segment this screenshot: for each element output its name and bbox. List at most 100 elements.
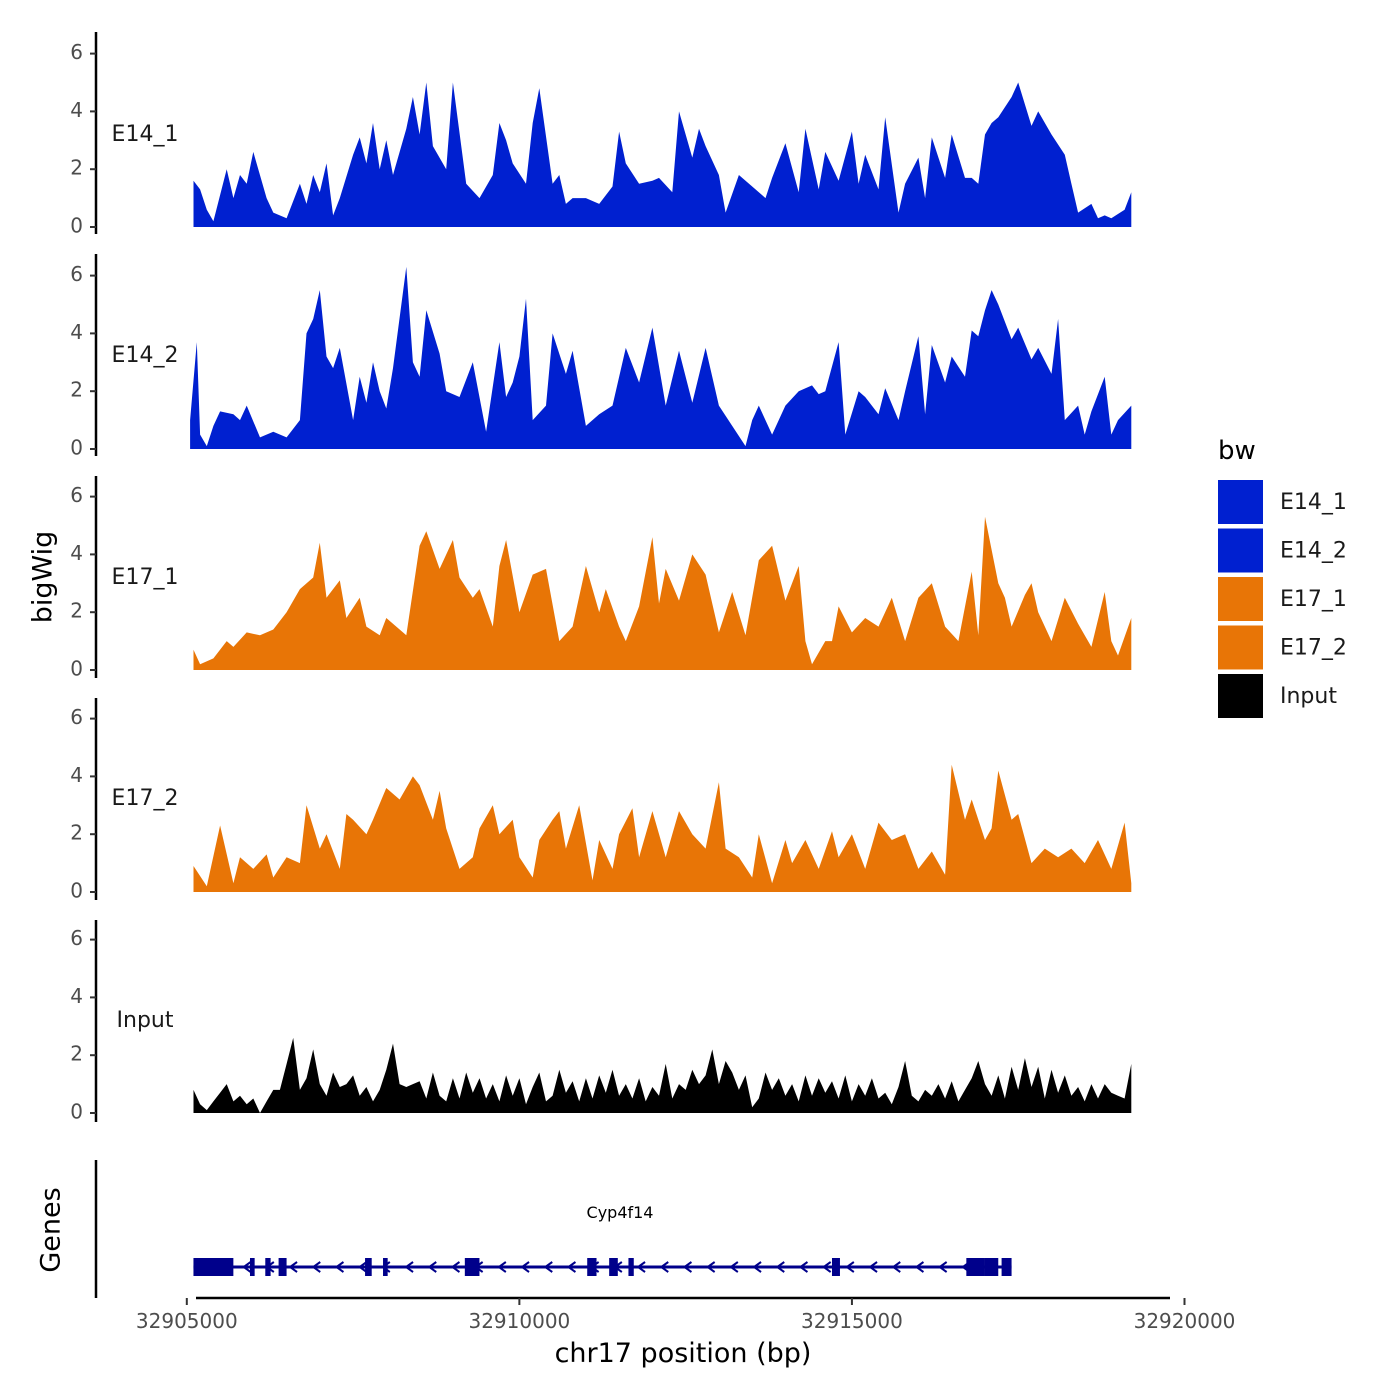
strand-arrow <box>241 1261 252 1273</box>
strand-arrow <box>357 1261 368 1273</box>
strand-arrow <box>729 1261 739 1273</box>
y-tick-label: 0 <box>70 657 83 681</box>
y-tick-label: 6 <box>70 40 83 64</box>
x-tick-label: 32910000 <box>468 1309 570 1333</box>
x-axis: chr17 position (bp) 32905000 32910000 3291… <box>136 1296 1236 1369</box>
signal-area-input <box>193 1037 1132 1113</box>
strand-arrow <box>821 1261 832 1273</box>
legend-swatch <box>1218 625 1263 670</box>
legend-swatch <box>1218 577 1263 621</box>
strand-arrow <box>334 1261 345 1273</box>
track-label: E17_2 <box>112 786 179 811</box>
exon-block <box>966 1258 985 1276</box>
track-panel-e14-1: 0 2 4 6 E14_1 <box>70 32 1132 238</box>
exon-block <box>365 1258 372 1276</box>
exon-block <box>984 1258 999 1276</box>
strand-arrow <box>288 1261 298 1273</box>
track-label: Input <box>117 1008 174 1033</box>
strand-arrow <box>566 1261 577 1273</box>
exon-block <box>383 1258 388 1276</box>
strand-arrow <box>659 1261 669 1273</box>
exon-block <box>609 1258 618 1276</box>
signal-area-e14-1 <box>193 82 1132 227</box>
track-panel-e14-2: 0 2 4 6 E14_2 <box>70 254 1132 460</box>
legend: bw E14_1 E14_2 E17_1 E17_2 Input <box>1218 436 1347 718</box>
strand-arrow <box>775 1261 785 1273</box>
y-tick-label: 2 <box>70 378 83 402</box>
track-panel-e17-1: 0 2 4 6 E17_1 <box>70 476 1132 681</box>
exon-block <box>278 1258 287 1276</box>
strand-arrow <box>543 1261 553 1273</box>
y-tick-label: 4 <box>70 320 83 344</box>
exon-block <box>1001 1258 1012 1276</box>
gene-model: Cyp4f14 <box>193 1203 1012 1276</box>
legend-title: bw <box>1218 436 1256 466</box>
y-tick-label: 4 <box>70 984 83 1008</box>
strand-arrow <box>845 1261 855 1273</box>
track-label: E17_1 <box>112 565 179 590</box>
track-label: E14_2 <box>112 343 179 368</box>
y-tick-label: 4 <box>70 763 83 787</box>
x-tick-label: 32920000 <box>1134 1309 1236 1333</box>
exon-block <box>249 1258 255 1276</box>
track-panel-e17-2: 0 2 4 6 E17_2 <box>70 698 1132 903</box>
legend-label: E14_2 <box>1280 539 1347 564</box>
strand-arrow <box>914 1261 925 1273</box>
legend-swatch <box>1218 674 1263 718</box>
track-panel-input: 0 2 4 6 Input <box>70 920 1132 1124</box>
y-tick-label: 2 <box>70 1042 83 1066</box>
strand-arrow <box>752 1261 762 1273</box>
y-tick-label: 6 <box>70 262 83 286</box>
legend-label: Input <box>1280 684 1337 709</box>
y-axis-title: bigWig <box>28 531 59 624</box>
x-tick-label: 32905000 <box>136 1309 238 1333</box>
strand-arrow <box>427 1261 437 1273</box>
legend-label: E17_2 <box>1280 636 1347 661</box>
exon-block <box>628 1258 634 1276</box>
x-tick-label: 32915000 <box>801 1309 903 1333</box>
strand-arrow <box>450 1261 461 1273</box>
strand-arrow <box>682 1261 693 1273</box>
exon-block <box>587 1258 597 1276</box>
exon-block <box>265 1258 271 1276</box>
y-tick-label: 0 <box>70 1100 83 1124</box>
signal-area-e17-2 <box>193 764 1132 892</box>
y-tick-label: 6 <box>70 926 83 950</box>
y-tick-label: 0 <box>70 436 83 460</box>
strand-arrow <box>868 1261 878 1273</box>
strand-arrow <box>497 1261 507 1273</box>
genes-axis-title: Genes <box>36 1187 67 1272</box>
strand-arrow <box>891 1261 901 1273</box>
track-label: E14_1 <box>112 122 179 147</box>
x-axis-title: chr17 position (bp) <box>555 1338 812 1369</box>
y-tick-label: 0 <box>70 879 83 903</box>
gene-name-label: Cyp4f14 <box>587 1203 654 1222</box>
y-tick-label: 4 <box>70 541 83 565</box>
exon-block <box>464 1258 480 1276</box>
track-panels: 0 2 4 6 E14_1 0 2 4 6 E14_2 0 2 4 6 E17_1 0 2 4 6 E17_2 0 2 4 6… <box>70 32 1132 1124</box>
strand-arrow <box>705 1261 716 1273</box>
exon-block <box>831 1258 840 1276</box>
legend-label: E14_1 <box>1280 490 1347 515</box>
genes-panel: Genes Cyp4f14 <box>36 1160 1012 1298</box>
y-tick-label: 6 <box>70 483 83 507</box>
legend-swatch <box>1218 480 1263 524</box>
y-tick-label: 6 <box>70 705 83 729</box>
y-tick-label: 2 <box>70 821 83 845</box>
signal-area-e17-1 <box>193 516 1132 670</box>
strand-arrow <box>404 1261 414 1273</box>
y-tick-label: 2 <box>70 156 83 180</box>
y-tick-label: 2 <box>70 599 83 623</box>
y-tick-label: 0 <box>70 214 83 238</box>
signal-area-e14-2 <box>190 266 1132 449</box>
exon-block <box>193 1258 234 1276</box>
strand-arrow <box>520 1261 530 1273</box>
legend-label: E17_1 <box>1280 587 1347 612</box>
y-tick-label: 4 <box>70 98 83 122</box>
strand-arrow <box>636 1261 646 1273</box>
strand-arrow <box>937 1261 948 1273</box>
legend-swatch <box>1218 528 1263 573</box>
strand-arrow <box>311 1261 321 1273</box>
strand-arrow <box>798 1261 809 1273</box>
